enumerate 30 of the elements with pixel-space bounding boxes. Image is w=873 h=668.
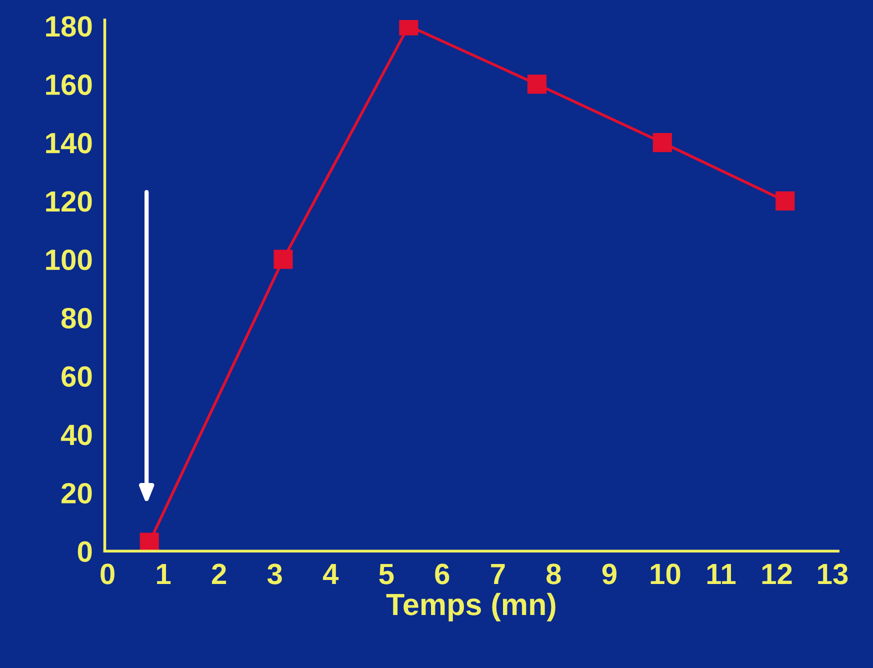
point xyxy=(776,191,795,210)
y-tick-label: 140 xyxy=(46,132,92,154)
x-tick-label: 0 xyxy=(100,564,114,584)
x-tick-label: 5 xyxy=(379,564,394,584)
x-tick-label: 1 xyxy=(157,564,171,584)
x-tick-label: 6 xyxy=(435,564,450,584)
point xyxy=(140,532,159,552)
x-tick-label: 10 xyxy=(650,564,680,584)
y-tick-label: 120 xyxy=(46,191,92,212)
point xyxy=(527,74,546,94)
y-tick-label: 160 xyxy=(46,74,92,96)
y-tick-label: 180 xyxy=(46,16,92,37)
x-tick-label: 12 xyxy=(762,564,792,584)
y-tick-label: 20 xyxy=(62,482,92,504)
y-tick-label: 100 xyxy=(46,250,92,270)
x-tick-label: 8 xyxy=(546,564,561,584)
x-axis-title: Temps (mn) xyxy=(386,592,556,622)
x-tick-label: 4 xyxy=(322,564,339,584)
y-tick-label: 60 xyxy=(62,366,92,387)
x-tick-label: 2 xyxy=(212,564,226,584)
x-tick-label: 7 xyxy=(491,564,505,584)
x-tick-label: 9 xyxy=(602,564,616,584)
y-tick-label: 0 xyxy=(78,541,92,562)
point xyxy=(652,133,672,152)
x-tick-label: 11 xyxy=(707,564,736,584)
x-tick-label: 3 xyxy=(267,564,282,584)
point xyxy=(274,250,293,269)
y-tick-label: 40 xyxy=(60,424,92,446)
y-tick-label: 80 xyxy=(61,308,92,329)
x-tick-label: 13 xyxy=(818,564,848,584)
